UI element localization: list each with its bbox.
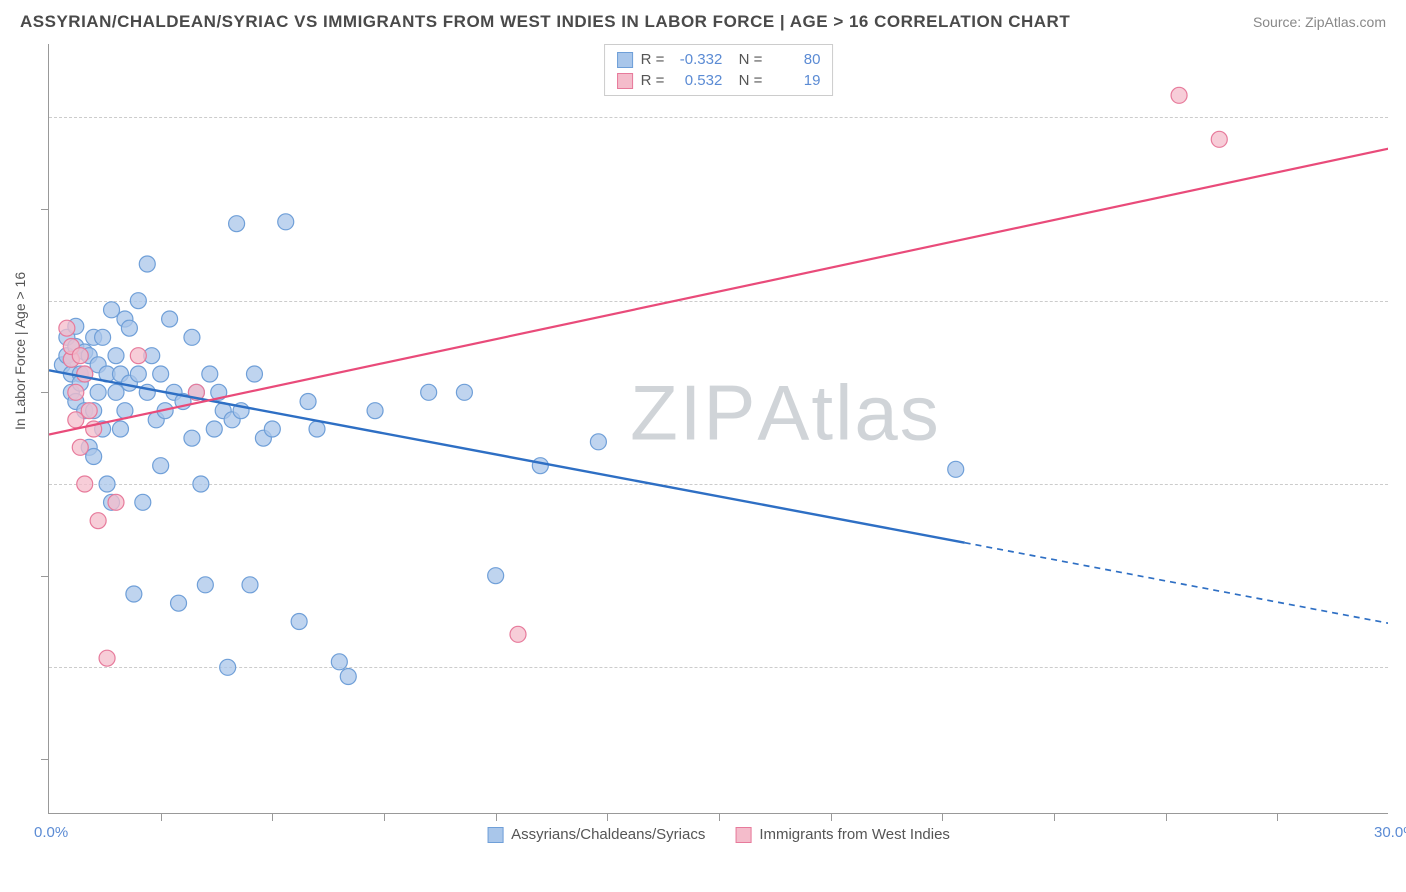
data-point — [108, 348, 124, 364]
data-point — [367, 403, 383, 419]
data-point — [99, 650, 115, 666]
legend-swatch — [487, 827, 503, 843]
y-axis-label: In Labor Force | Age > 16 — [12, 272, 28, 430]
data-point — [456, 384, 472, 400]
scatter-svg — [49, 44, 1388, 813]
data-point — [108, 494, 124, 510]
data-point — [81, 403, 97, 419]
data-point — [291, 614, 307, 630]
data-point — [246, 366, 262, 382]
x-minor-tick — [1277, 813, 1278, 821]
data-point — [121, 320, 137, 336]
correlation-legend: R = -0.332 N = 80 R = 0.532 N = 19 — [604, 44, 834, 96]
x-minor-tick — [607, 813, 608, 821]
data-point — [126, 586, 142, 602]
y-minor-tick — [41, 759, 49, 760]
x-minor-tick — [161, 813, 162, 821]
x-minor-tick — [942, 813, 943, 821]
trend-line-extrapolated — [965, 543, 1388, 624]
x-minor-tick — [1166, 813, 1167, 821]
data-point — [153, 458, 169, 474]
trend-line — [49, 370, 965, 542]
legend-swatch — [735, 827, 751, 843]
data-point — [184, 430, 200, 446]
legend-item: Assyrians/Chaldeans/Syriacs — [487, 826, 705, 843]
chart-plot-area: ZIPAtlas R = -0.332 N = 80 R = 0.532 N =… — [48, 44, 1388, 814]
data-point — [202, 366, 218, 382]
data-point — [948, 461, 964, 477]
data-point — [139, 256, 155, 272]
data-point — [340, 669, 356, 685]
chart-header: ASSYRIAN/CHALDEAN/SYRIAC VS IMMIGRANTS F… — [0, 0, 1406, 40]
y-minor-tick — [41, 392, 49, 393]
n-value-2: 19 — [770, 72, 820, 89]
data-point — [1171, 87, 1187, 103]
data-point — [331, 654, 347, 670]
data-point — [309, 421, 325, 437]
data-point — [153, 366, 169, 382]
legend-row-series-2: R = 0.532 N = 19 — [617, 70, 821, 91]
data-point — [95, 329, 111, 345]
legend-row-series-1: R = -0.332 N = 80 — [617, 49, 821, 70]
y-minor-tick — [41, 576, 49, 577]
data-point — [590, 434, 606, 450]
n-value-1: 80 — [770, 51, 820, 68]
data-point — [532, 458, 548, 474]
data-point — [59, 320, 75, 336]
x-minor-tick — [831, 813, 832, 821]
series-legend: Assyrians/Chaldeans/Syriacs Immigrants fr… — [487, 826, 950, 843]
data-point — [77, 476, 93, 492]
r-label: R = — [641, 51, 665, 68]
x-minor-tick — [272, 813, 273, 821]
data-point — [77, 366, 93, 382]
data-point — [264, 421, 280, 437]
r-value-1: -0.332 — [672, 51, 722, 68]
data-point — [242, 577, 258, 593]
data-point — [421, 384, 437, 400]
chart-source: Source: ZipAtlas.com — [1253, 14, 1386, 30]
legend-swatch-2 — [617, 73, 633, 89]
data-point — [278, 214, 294, 230]
data-point — [130, 348, 146, 364]
x-tick-label: 30.0% — [1374, 824, 1406, 841]
legend-label: Assyrians/Chaldeans/Syriacs — [511, 826, 705, 843]
r-label: R = — [641, 72, 665, 89]
x-minor-tick — [496, 813, 497, 821]
data-point — [220, 659, 236, 675]
data-point — [510, 626, 526, 642]
data-point — [193, 476, 209, 492]
data-point — [99, 476, 115, 492]
data-point — [90, 384, 106, 400]
data-point — [130, 293, 146, 309]
data-point — [1211, 131, 1227, 147]
y-minor-tick — [41, 209, 49, 210]
data-point — [488, 568, 504, 584]
data-point — [171, 595, 187, 611]
data-point — [184, 329, 200, 345]
legend-item: Immigrants from West Indies — [735, 826, 950, 843]
data-point — [206, 421, 222, 437]
data-point — [229, 216, 245, 232]
n-label: N = — [730, 72, 762, 89]
data-point — [300, 394, 316, 410]
legend-label: Immigrants from West Indies — [759, 826, 950, 843]
n-label: N = — [730, 51, 762, 68]
trend-line — [49, 149, 1388, 435]
data-point — [130, 366, 146, 382]
x-minor-tick — [719, 813, 720, 821]
data-point — [112, 421, 128, 437]
x-minor-tick — [384, 813, 385, 821]
chart-title: ASSYRIAN/CHALDEAN/SYRIAC VS IMMIGRANTS F… — [20, 12, 1070, 32]
data-point — [72, 439, 88, 455]
data-point — [68, 384, 84, 400]
data-point — [90, 513, 106, 529]
data-point — [197, 577, 213, 593]
x-minor-tick — [1054, 813, 1055, 821]
data-point — [162, 311, 178, 327]
data-point — [72, 348, 88, 364]
x-tick-label: 0.0% — [34, 824, 68, 841]
r-value-2: 0.532 — [672, 72, 722, 89]
data-point — [135, 494, 151, 510]
legend-swatch-1 — [617, 52, 633, 68]
